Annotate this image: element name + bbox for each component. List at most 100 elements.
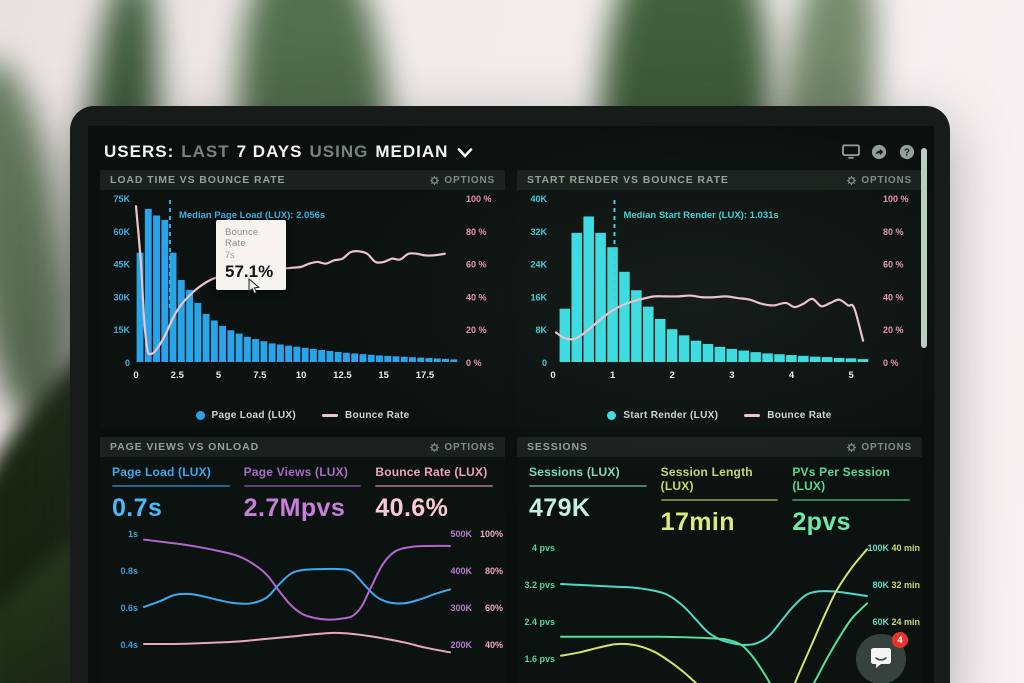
svg-text:3: 3 [729, 370, 734, 381]
start-render-chart: 40K 32K 24K 16K 8K 0 100 % 80 % 60 % 40 % 20 % 0 % 0… [517, 190, 922, 403]
legend-item[interactable]: Bounce Rate [322, 410, 409, 421]
metric-label: PVs Per Session (LUX) [792, 465, 891, 493]
metric: PVs Per Session (LUX) 2pvs [792, 465, 911, 537]
svg-text:200K: 200K [450, 640, 472, 650]
svg-text:0.8s: 0.8s [120, 566, 138, 576]
svg-text:45K: 45K [113, 260, 130, 270]
svg-text:2.4 pvs: 2.4 pvs [524, 617, 555, 627]
svg-text:24 min: 24 min [891, 617, 920, 627]
metric-value: 2.7Mpvs [243, 494, 346, 522]
metric: Sessions (LUX) 479K [529, 465, 647, 537]
svg-text:80K: 80K [872, 580, 889, 590]
title-median: MEDIAN [375, 142, 449, 161]
svg-text:4: 4 [789, 370, 795, 381]
svg-text:16K: 16K [530, 292, 547, 302]
chevron-down-icon [458, 148, 473, 158]
legend-dot-swatch [607, 410, 617, 420]
bounce-rate-tooltip: Bounce Rate 7s 57.1% [216, 220, 286, 290]
metric-label: Sessions (LUX) [529, 465, 620, 479]
svg-text:20 %: 20 % [883, 325, 904, 335]
page-views-chart: 1s 0.8s 0.6s 0.4s 500K 100% 400K 80% 300K 60% 200K… [100, 527, 505, 683]
svg-text:2.5: 2.5 [171, 370, 185, 381]
share-icon[interactable] [870, 144, 888, 160]
svg-text:7.5: 7.5 [253, 370, 267, 381]
svg-text:0.6s: 0.6s [120, 603, 138, 613]
load-time-histogram: 75K 60K 45K 30K 15K 0 100 % 80 % 60 % 40 % 20 % 0 %… [113, 194, 491, 381]
metric-label: Page Views (LUX) [243, 465, 349, 479]
metric-value: 0.7s [112, 494, 163, 522]
tooltip-value: 57.1% [225, 262, 274, 281]
scrollbar[interactable] [921, 148, 927, 348]
metric-underline [243, 485, 362, 487]
svg-text:500K: 500K [450, 529, 472, 539]
svg-text:0: 0 [125, 358, 130, 368]
svg-text:32K: 32K [530, 227, 547, 237]
svg-text:4 pvs: 4 pvs [532, 543, 555, 553]
svg-text:20 %: 20 % [466, 325, 487, 335]
svg-text:0: 0 [133, 370, 138, 381]
time-range-dropdown[interactable]: USERS: LAST 7 DAYS USING MEDIAN [104, 142, 473, 162]
svg-text:0.4s: 0.4s [120, 640, 138, 650]
gear-icon [847, 175, 857, 185]
dashboard-topbar: USERS: LAST 7 DAYS USING MEDIAN ? [88, 126, 934, 170]
panel-sessions: SESSIONS OPTIONS Sessions (LUX) 479K Sessi… [517, 437, 922, 683]
svg-text:3.2 pvs: 3.2 pvs [524, 580, 555, 590]
legend-item[interactable]: Start Render (LUX) [607, 410, 718, 421]
svg-text:40 %: 40 % [883, 292, 904, 302]
title-days: 7 DAYS [236, 142, 303, 161]
display-icon[interactable] [842, 144, 860, 160]
svg-text:80 %: 80 % [883, 227, 904, 237]
metric: Bounce Rate (LUX) 40.6% [375, 465, 494, 523]
load-time-chart: 75K 60K 45K 30K 15K 0 100 % 80 % 60 % 40 % 20 % 0 %… [100, 190, 505, 403]
svg-text:32 min: 32 min [891, 580, 920, 590]
svg-text:100 %: 100 % [883, 194, 909, 204]
panel-title: SESSIONS [527, 441, 588, 453]
legend-label: Bounce Rate [345, 409, 410, 421]
title-last: LAST [181, 142, 230, 161]
panel-title: PAGE VIEWS VS ONLOAD [110, 441, 260, 453]
dashboard-screen: USERS: LAST 7 DAYS USING MEDIAN ? LOAD T… [88, 126, 934, 683]
svg-text:40K: 40K [530, 194, 547, 204]
metrics-row: Page Load (LUX) 0.7s Page Views (LUX) 2.7Mp… [100, 457, 505, 527]
chart-legend: Page Load (LUX) Bounce Rate [100, 403, 505, 427]
metric-label: Page Load (LUX) [112, 465, 212, 479]
svg-text:24K: 24K [530, 260, 547, 270]
metric-value: 40.6% [375, 494, 449, 522]
legend-dot-swatch [195, 410, 205, 420]
svg-text:5: 5 [216, 370, 222, 381]
options-button[interactable]: OPTIONS [847, 442, 912, 453]
help-icon[interactable]: ? [898, 144, 916, 160]
legend-label: Page Load (LUX) [211, 409, 297, 421]
svg-text:0: 0 [542, 358, 547, 368]
legend-label: Start Render (LUX) [623, 409, 719, 421]
options-button[interactable]: OPTIONS [847, 175, 912, 186]
metric-underline [112, 485, 230, 487]
svg-text:80 %: 80 % [466, 227, 487, 237]
metric-label: Bounce Rate (LUX) [375, 465, 488, 479]
panel-start-render-vs-bounce-rate: START RENDER VS BOUNCE RATE OPTIONS 40K 3… [517, 170, 922, 427]
svg-text:100%: 100% [480, 529, 503, 539]
options-button[interactable]: OPTIONS [430, 175, 495, 186]
tooltip-x-value: 7s [225, 250, 235, 260]
legend-item[interactable]: Bounce Rate [744, 410, 831, 421]
panel-load-time-vs-bounce-rate: LOAD TIME VS BOUNCE RATE OPTIONS 75K 60K 4… [100, 170, 505, 427]
notification-badge: 4 [892, 632, 908, 648]
title-using: USING [309, 142, 369, 161]
svg-text:60K: 60K [872, 617, 889, 627]
options-button[interactable]: OPTIONS [430, 442, 495, 453]
svg-text:40 min: 40 min [891, 543, 920, 553]
chat-widget-button[interactable]: 4 [856, 632, 908, 683]
svg-text:12.5: 12.5 [333, 370, 352, 381]
svg-text:60K: 60K [113, 227, 130, 237]
panel-title: START RENDER VS BOUNCE RATE [527, 174, 729, 186]
metric: Session Length (LUX) 17min [660, 465, 779, 537]
svg-text:40%: 40% [485, 640, 503, 650]
svg-text:Median Page Load (LUX): 2.056s: Median Page Load (LUX): 2.056s [179, 210, 325, 221]
legend-item[interactable]: Page Load (LUX) [195, 409, 297, 421]
gear-icon [847, 442, 857, 452]
svg-text:Median Start Render (LUX): 1.0: Median Start Render (LUX): 1.031s [623, 210, 778, 221]
svg-text:8K: 8K [535, 325, 547, 335]
svg-text:80%: 80% [485, 566, 503, 576]
svg-text:300K: 300K [450, 603, 472, 613]
panel-title: LOAD TIME VS BOUNCE RATE [110, 174, 286, 186]
